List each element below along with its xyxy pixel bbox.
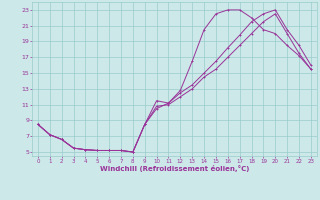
X-axis label: Windchill (Refroidissement éolien,°C): Windchill (Refroidissement éolien,°C) (100, 165, 249, 172)
